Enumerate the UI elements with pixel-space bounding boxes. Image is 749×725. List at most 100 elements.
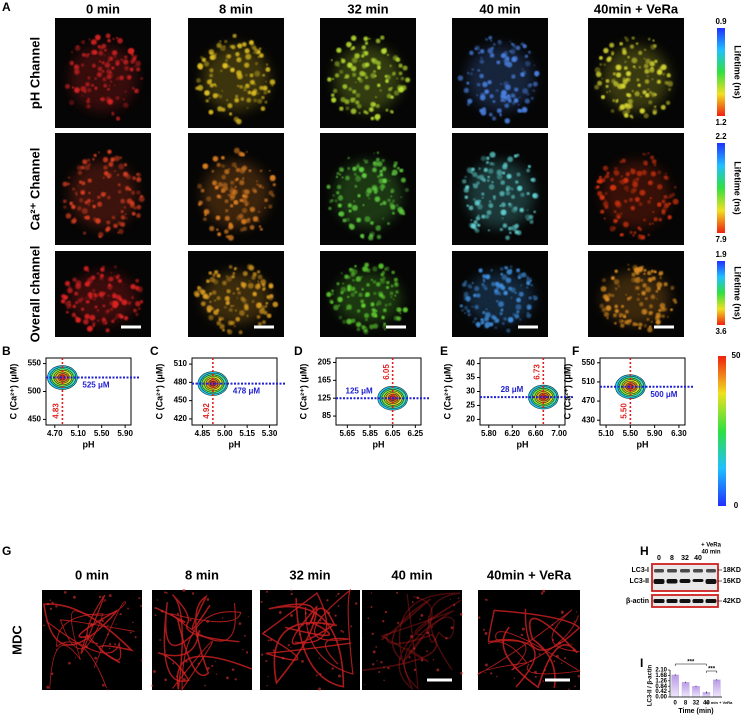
vesicle <box>622 221 629 228</box>
vesicle <box>342 319 347 324</box>
vesicle <box>126 75 132 80</box>
vesicle <box>264 198 268 203</box>
vesicle <box>106 87 110 91</box>
vesicle <box>234 178 238 182</box>
vesicle <box>195 634 198 637</box>
vesicle <box>366 283 370 287</box>
vesicle <box>334 61 340 67</box>
vesicle <box>242 42 247 47</box>
vesicle <box>466 81 470 85</box>
vesicle <box>77 170 83 175</box>
vesicle <box>103 600 105 603</box>
x-tick-label: 40 min + VeRa <box>705 700 733 705</box>
vesicle <box>474 200 480 206</box>
vesicle <box>524 54 529 58</box>
vesicle <box>373 152 375 155</box>
vesicle <box>239 179 245 186</box>
vesicle <box>647 37 651 41</box>
vesicle <box>488 200 492 203</box>
y-tick-label: 0.42 <box>655 689 667 695</box>
vesicle <box>393 90 400 96</box>
vesicle <box>650 269 654 273</box>
vesicle <box>436 668 440 672</box>
vesicle <box>457 597 460 599</box>
vesicle <box>89 314 96 321</box>
vesicle <box>339 69 344 74</box>
vesicle <box>372 650 376 654</box>
vesicle <box>525 60 531 67</box>
vesicle <box>382 200 387 206</box>
vesicle <box>483 280 486 283</box>
vesicle <box>420 658 424 662</box>
vesicle <box>213 52 217 57</box>
vesicle <box>378 671 381 673</box>
vesicle <box>262 320 266 325</box>
vesicle <box>237 43 243 49</box>
vesicle <box>383 322 386 326</box>
vesicle <box>371 184 378 191</box>
vesicle <box>609 184 616 191</box>
vesicle <box>463 305 469 311</box>
vesicle <box>470 219 473 221</box>
vesicle <box>345 106 350 111</box>
vesicle <box>399 312 402 315</box>
vesicle <box>515 45 521 51</box>
vesicle <box>118 163 125 170</box>
vesicle <box>594 84 600 90</box>
vesicle <box>82 90 85 93</box>
vesicle <box>651 222 654 225</box>
vesicle <box>473 220 478 225</box>
vesicle <box>361 172 367 179</box>
vesicle <box>331 199 334 202</box>
vesicle <box>529 659 533 663</box>
vesicle <box>209 276 216 283</box>
vesicle <box>481 282 485 286</box>
vesicle <box>117 190 122 194</box>
vesicle <box>226 676 229 680</box>
vesicle <box>252 216 259 222</box>
vesicle <box>489 322 494 327</box>
vesicle <box>656 281 663 288</box>
y-tick-label: 450 <box>28 415 42 424</box>
vesicle <box>464 175 467 179</box>
vesicle <box>556 627 558 629</box>
vesicle <box>649 304 653 309</box>
vesicle <box>130 53 134 57</box>
vesicle <box>517 185 523 191</box>
band-actin <box>705 599 717 603</box>
vesicle <box>357 194 361 198</box>
vesicle <box>78 198 84 203</box>
vesicle <box>497 292 502 296</box>
vesicle <box>495 299 499 303</box>
vesicle <box>487 80 492 85</box>
vesicle <box>87 198 91 203</box>
lane-label: 0 <box>657 555 661 562</box>
vesicle <box>498 301 505 308</box>
vesicle <box>375 282 381 287</box>
vesicle <box>507 316 514 323</box>
vesicle <box>605 84 609 88</box>
vesicle <box>624 104 631 110</box>
vesicle <box>503 290 508 296</box>
vesicle <box>93 293 98 298</box>
vesicle <box>657 170 662 175</box>
vesicle <box>614 308 619 314</box>
vesicle <box>391 173 394 176</box>
vesicle <box>68 300 71 303</box>
vesicle <box>355 100 360 105</box>
vesicle <box>625 71 632 77</box>
vesicle <box>479 59 485 64</box>
vesicle <box>72 277 77 282</box>
vesicle <box>74 191 78 195</box>
vesicle <box>139 300 144 304</box>
vesicle <box>393 277 398 282</box>
vesicle <box>364 84 370 90</box>
peak-ca-label: 478 μM <box>233 387 260 396</box>
vesicle <box>262 186 265 189</box>
vesicle <box>230 304 233 308</box>
vesicle <box>664 172 668 176</box>
vesicle <box>259 85 264 91</box>
vesicle <box>272 301 279 308</box>
vesicle <box>364 159 369 164</box>
vesicle <box>259 53 264 58</box>
